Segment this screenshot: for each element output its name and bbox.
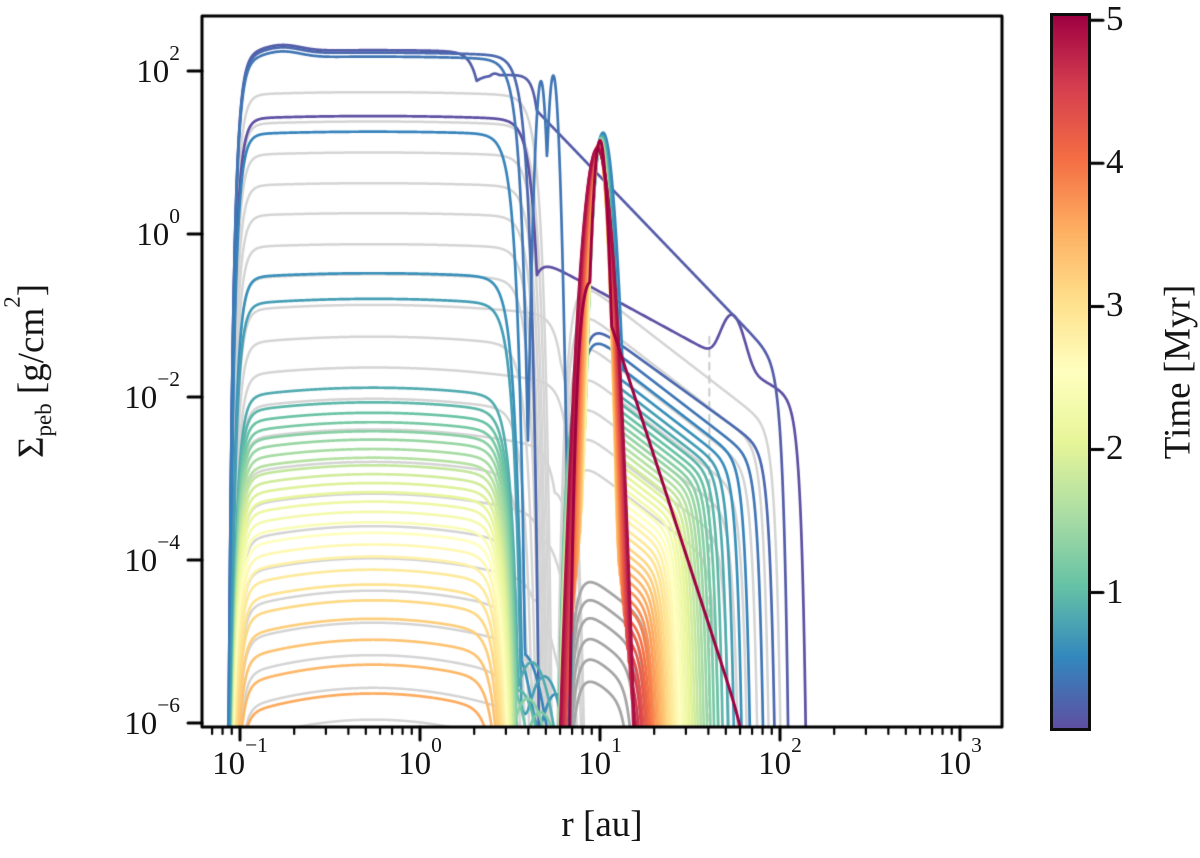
colorbar-tick-label: 4 (1106, 142, 1124, 182)
colorbar-label: Time [Myr] (1157, 284, 1199, 460)
colorbar-tick-label: 5 (1106, 0, 1124, 39)
colorbar-gradient (1050, 13, 1091, 731)
x-tick-label: 100 (398, 733, 442, 782)
colorbar-tick-label: 1 (1106, 571, 1124, 611)
y-tick-label: 10−4 (124, 530, 180, 579)
y-tick-label: 10−2 (124, 367, 180, 416)
x-tick-label: 101 (578, 733, 622, 782)
colorbar-tick-label: 2 (1106, 428, 1124, 468)
y-axis-label: Σpeb [g/cm2] (0, 283, 57, 459)
x-tick-label: 102 (758, 733, 802, 782)
y-tick-label: 100 (136, 204, 180, 253)
x-axis-label: r [au] (561, 804, 643, 845)
y-tick-label: 102 (136, 41, 180, 90)
x-tick-label: 10−1 (212, 733, 268, 782)
x-tick-label: 103 (938, 733, 982, 782)
y-tick-label: 10−6 (124, 693, 180, 742)
colorbar-tick-label: 3 (1106, 285, 1124, 325)
